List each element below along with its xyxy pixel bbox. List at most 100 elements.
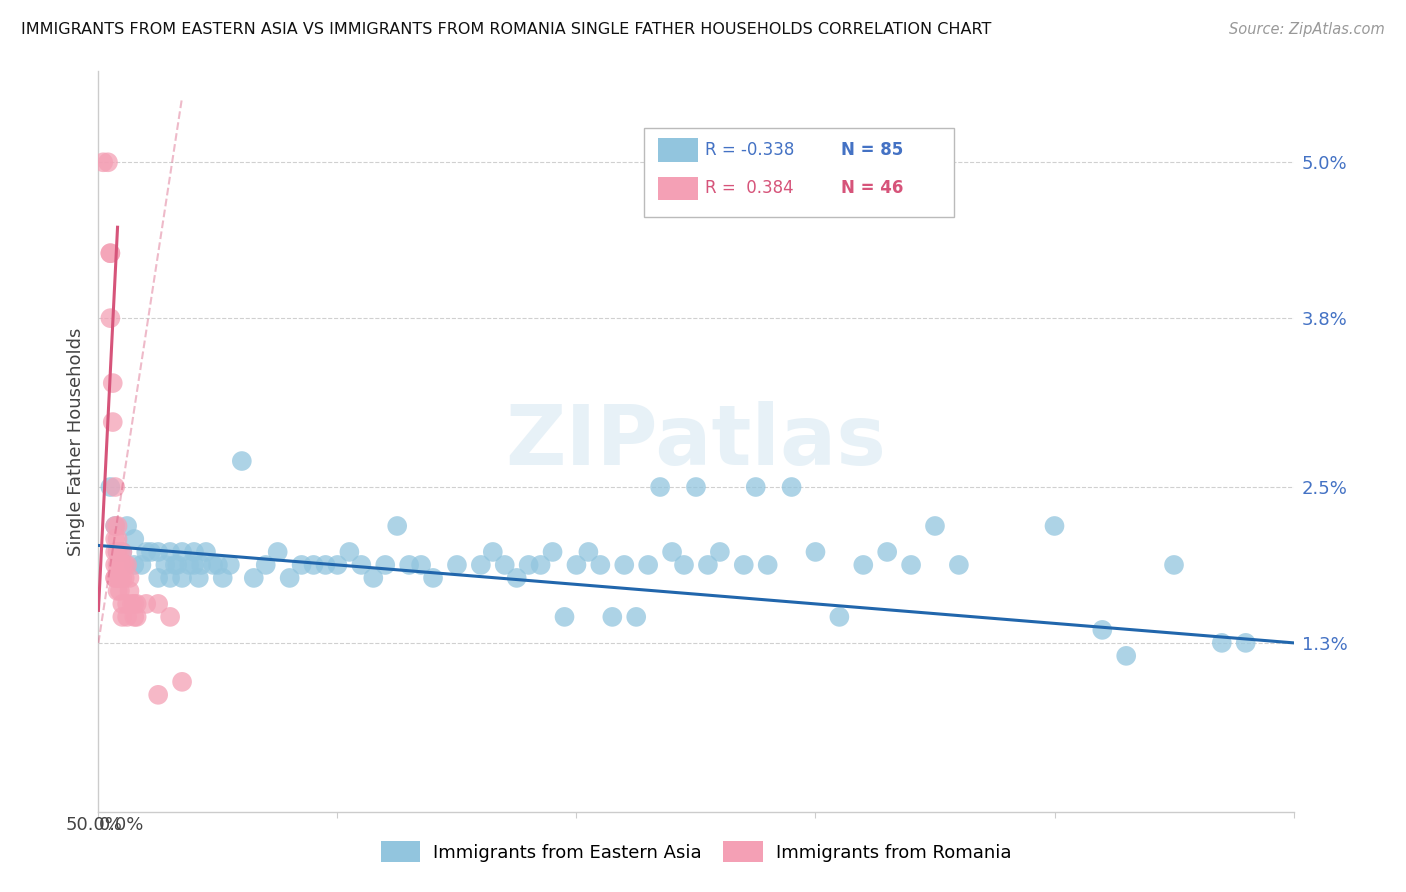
Point	[673, 558, 696, 572]
Point	[104, 571, 127, 585]
Point	[101, 376, 124, 390]
Point	[302, 558, 325, 572]
Point	[339, 545, 361, 559]
Point	[350, 558, 373, 572]
Text: IMMIGRANTS FROM EASTERN ASIA VS IMMIGRANTS FROM ROMANIA SINGLE FATHER HOUSEHOLDS: IMMIGRANTS FROM EASTERN ASIA VS IMMIGRAN…	[21, 22, 991, 37]
Point	[107, 571, 129, 585]
Point	[470, 558, 492, 572]
Point	[115, 519, 138, 533]
Point	[179, 558, 201, 572]
Point	[494, 558, 516, 572]
Point	[900, 558, 922, 572]
Point	[107, 532, 129, 546]
Point	[207, 558, 229, 572]
Point	[183, 545, 205, 559]
Point	[613, 558, 636, 572]
Point	[697, 558, 720, 572]
Point	[98, 311, 122, 326]
Point	[135, 545, 157, 559]
Point	[626, 610, 648, 624]
Point	[108, 545, 131, 559]
Point	[578, 545, 600, 559]
Point	[114, 558, 136, 572]
Point	[1043, 519, 1066, 533]
Point	[650, 480, 672, 494]
Point	[111, 571, 134, 585]
Point	[104, 519, 127, 533]
Point	[104, 558, 127, 572]
Point	[98, 246, 122, 260]
Point	[159, 610, 181, 624]
Point	[125, 610, 148, 624]
Point	[852, 558, 875, 572]
Point	[118, 583, 141, 598]
Point	[219, 558, 242, 572]
Point	[804, 545, 827, 559]
Point	[589, 558, 612, 572]
Point	[155, 558, 177, 572]
Text: N = 46: N = 46	[841, 179, 904, 197]
Point	[243, 571, 266, 585]
Point	[131, 558, 153, 572]
Point	[745, 480, 768, 494]
Point	[107, 583, 129, 598]
Point	[124, 558, 146, 572]
Point	[446, 558, 468, 572]
Point	[172, 545, 194, 559]
Point	[1211, 636, 1233, 650]
Point	[211, 571, 233, 585]
Point	[111, 558, 134, 572]
Text: N = 85: N = 85	[841, 141, 904, 159]
Point	[685, 480, 707, 494]
Point	[231, 454, 253, 468]
Point	[97, 155, 120, 169]
Point	[411, 558, 433, 572]
Point	[118, 571, 141, 585]
Point	[1115, 648, 1137, 663]
Point	[166, 558, 188, 572]
Point	[1091, 623, 1114, 637]
Point	[733, 558, 755, 572]
Legend: Immigrants from Eastern Asia, Immigrants from Romania: Immigrants from Eastern Asia, Immigrants…	[374, 834, 1018, 870]
Point	[111, 545, 134, 559]
Point	[125, 597, 148, 611]
Point	[385, 519, 409, 533]
Text: 0.0%: 0.0%	[98, 816, 143, 834]
Point	[661, 545, 683, 559]
Text: R = -0.338: R = -0.338	[704, 141, 794, 159]
Point	[756, 558, 779, 572]
Point	[315, 558, 337, 572]
Point	[602, 610, 624, 624]
Point	[565, 558, 588, 572]
Point	[637, 558, 659, 572]
Point	[482, 545, 505, 559]
Point	[124, 597, 146, 611]
Y-axis label: Single Father Households: Single Father Households	[66, 327, 84, 556]
Point	[159, 545, 181, 559]
Point	[98, 480, 122, 494]
Point	[159, 571, 181, 585]
Point	[202, 558, 225, 572]
Point	[1163, 558, 1185, 572]
Point	[115, 610, 138, 624]
Point	[254, 558, 277, 572]
Point	[183, 558, 205, 572]
Point	[148, 571, 170, 585]
Point	[709, 545, 731, 559]
Point	[291, 558, 314, 572]
Point	[172, 674, 194, 689]
Point	[517, 558, 540, 572]
Point	[104, 480, 127, 494]
Point	[163, 558, 186, 572]
Point	[111, 610, 134, 624]
Point	[398, 558, 420, 572]
Point	[98, 246, 122, 260]
Point	[107, 519, 129, 533]
Point	[924, 519, 946, 533]
Point	[554, 610, 576, 624]
Point	[148, 545, 170, 559]
Text: Source: ZipAtlas.com: Source: ZipAtlas.com	[1229, 22, 1385, 37]
Point	[148, 597, 170, 611]
Point	[172, 571, 194, 585]
Point	[101, 415, 124, 429]
